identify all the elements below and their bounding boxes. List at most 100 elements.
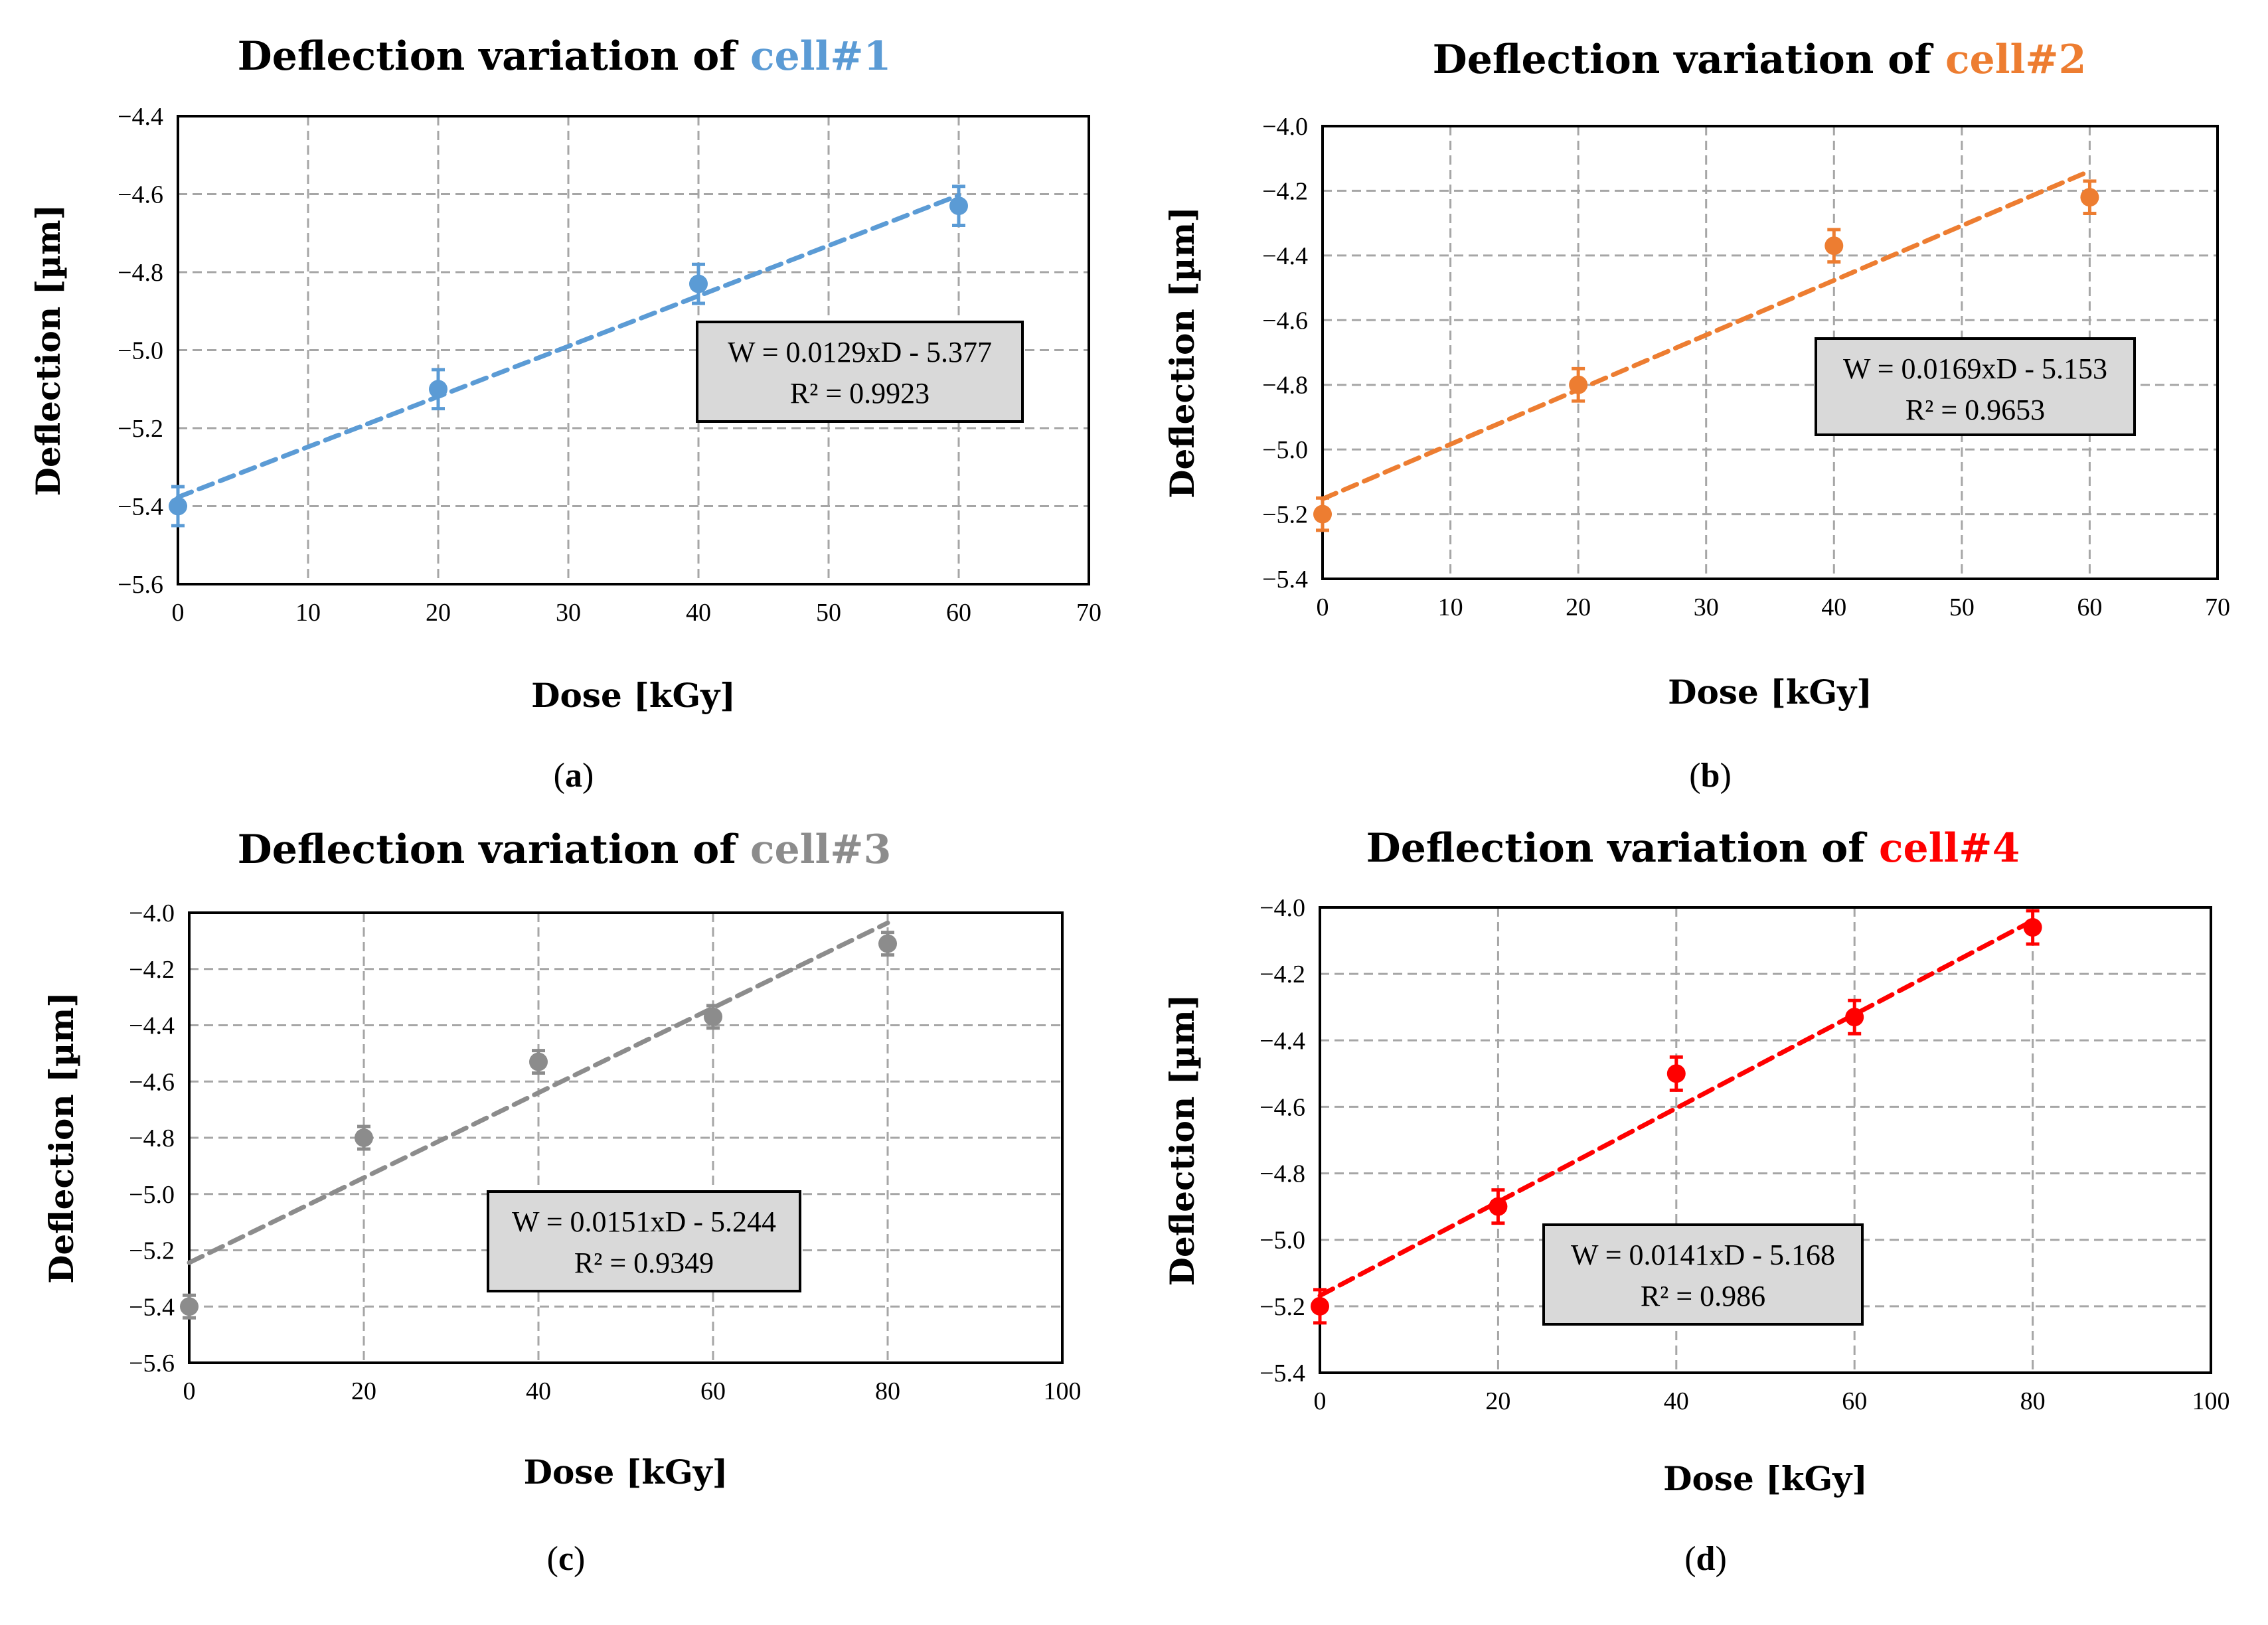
data-point — [878, 931, 897, 957]
point-marker — [689, 274, 708, 293]
point-marker — [878, 934, 897, 953]
y-tick-label: −4.4 — [1262, 242, 1308, 270]
equation-box — [1542, 1223, 1864, 1326]
y-tick-label: −5.6 — [118, 571, 163, 599]
x-tick-label: 80 — [2020, 1387, 2046, 1415]
data-point — [1489, 1188, 1508, 1225]
y-tick-label: −4.6 — [118, 181, 163, 209]
chart-title-cell: cell#3 — [750, 826, 891, 873]
y-tick-label: −4.2 — [1262, 177, 1308, 205]
x-tick-label: 70 — [1076, 599, 1101, 627]
point-marker — [1569, 375, 1588, 394]
y-tick-label: −5.0 — [1259, 1227, 1305, 1255]
data-point — [704, 1004, 722, 1030]
y-tick-label: −4.8 — [118, 259, 163, 287]
x-tick-label: 40 — [1821, 593, 1846, 621]
data-point — [689, 262, 708, 305]
point-marker — [169, 497, 187, 516]
x-axis-label: Dose [kGy] — [531, 676, 736, 715]
x-tick-label: 100 — [1044, 1377, 1082, 1405]
x-tick-label: 20 — [1566, 593, 1591, 621]
chart-d: Deflection variation of cell#4 0 20 40 60 80 1… — [1163, 825, 2230, 1578]
chart-title: Deflection variation of cell#1 — [238, 33, 892, 80]
y-tick-label: −4.6 — [129, 1068, 175, 1096]
plot-frame — [188, 911, 1064, 1364]
panel-c: Deflection variation of cell#3 0 20 40 60 80 1… — [0, 812, 1134, 1625]
x-tick-label: 0 — [1314, 1387, 1327, 1415]
data-point — [1569, 366, 1588, 403]
panel-label: (b) — [1689, 757, 1732, 795]
y-tick-label: −5.2 — [129, 1237, 175, 1265]
trendline — [175, 193, 961, 500]
data-point — [949, 185, 968, 227]
chart-b: Deflection variation of cell#2 0 10 20 30 40 5… — [1163, 37, 2230, 795]
x-tick-label: 50 — [816, 599, 841, 627]
data-point — [355, 1124, 373, 1151]
x-tick-label: 30 — [556, 599, 581, 627]
r-squared: R² = 0.9653 — [1905, 394, 2045, 426]
y-tick-label: −4.8 — [1259, 1160, 1305, 1188]
plot-frame — [177, 115, 1090, 585]
x-tick-label: 60 — [2077, 593, 2102, 621]
point-marker — [704, 1007, 722, 1026]
x-tick-label: 0 — [183, 1377, 196, 1405]
x-tick-label: 40 — [526, 1377, 551, 1405]
x-tick-label: 30 — [1694, 593, 1719, 621]
point-marker — [1666, 1064, 1686, 1083]
y-axis-label: Deflection [µm] — [1163, 206, 1202, 499]
r-squared: R² = 0.986 — [1641, 1280, 1765, 1312]
y-tick-label: −5.4 — [129, 1293, 175, 1321]
y-tick-label: −4.6 — [1259, 1093, 1305, 1121]
y-tick-label: −5.4 — [118, 493, 163, 521]
point-marker — [2080, 188, 2099, 207]
panel-label: (a) — [554, 757, 594, 795]
chart-title-cell: cell#1 — [750, 33, 891, 80]
y-axis-label: Deflection [µm] — [42, 992, 81, 1284]
data-point — [1845, 998, 1864, 1036]
y-tick-label: −4.6 — [1262, 307, 1308, 335]
x-tick-label: 0 — [172, 599, 185, 627]
x-tick-label: 100 — [2192, 1387, 2230, 1415]
point-marker — [1313, 504, 1332, 524]
point-marker — [355, 1128, 373, 1147]
chart-a: Deflection variation of cell#1 0 10 20 30 40 5… — [29, 33, 1101, 795]
chart-title-prefix: Deflection variation of — [1433, 37, 1945, 83]
r-squared: R² = 0.9923 — [790, 377, 930, 410]
y-tick-label: −5.4 — [1262, 566, 1308, 593]
y-tick-label: −4.8 — [129, 1124, 175, 1152]
x-tick-label: 60 — [700, 1377, 726, 1405]
x-axis-label: Dose [kGy] — [1668, 672, 1872, 712]
y-tick-label: −5.2 — [118, 415, 163, 443]
plot-frame — [1319, 906, 2212, 1374]
y-tick-label: −4.0 — [129, 899, 175, 927]
x-tick-label: 50 — [1949, 593, 1975, 621]
x-axis-label: Dose [kGy] — [524, 1452, 728, 1492]
data-point — [429, 368, 447, 411]
chart-title-prefix: Deflection variation of — [238, 826, 750, 873]
y-tick-label: −5.0 — [1262, 436, 1308, 464]
y-axis-label: Deflection [µm] — [1163, 994, 1202, 1286]
chart-title-prefix: Deflection variation of — [238, 33, 750, 80]
chart-c: Deflection variation of cell#3 0 20 40 60 80 1… — [42, 826, 1082, 1578]
x-tick-label: 40 — [1664, 1387, 1689, 1415]
point-marker — [949, 196, 968, 216]
point-marker — [1845, 1008, 1864, 1027]
trend-equation: W = 0.0151xD - 5.244 — [512, 1205, 776, 1238]
y-tick-label: −4.2 — [1259, 961, 1305, 988]
panel-label: (c) — [547, 1540, 586, 1578]
y-tick-label: −5.2 — [1259, 1293, 1305, 1321]
y-tick-label: −4.4 — [129, 1012, 175, 1040]
data-point — [1311, 1288, 1329, 1325]
chart-title-cell: cell#4 — [1879, 825, 2020, 872]
chart-title: Deflection variation of cell#2 — [1433, 37, 2087, 83]
data-point — [1666, 1055, 1686, 1092]
point-marker — [529, 1052, 548, 1071]
trendline — [1317, 918, 2036, 1298]
point-marker — [1311, 1296, 1329, 1316]
x-tick-label: 60 — [946, 599, 971, 627]
panel-b: Deflection variation of cell#2 0 10 20 30 40 5… — [1134, 0, 2268, 812]
data-point — [529, 1049, 548, 1075]
x-tick-label: 80 — [875, 1377, 900, 1405]
chart-title: Deflection variation of cell#4 — [1366, 825, 2020, 872]
y-tick-label: −5.4 — [1259, 1359, 1305, 1387]
